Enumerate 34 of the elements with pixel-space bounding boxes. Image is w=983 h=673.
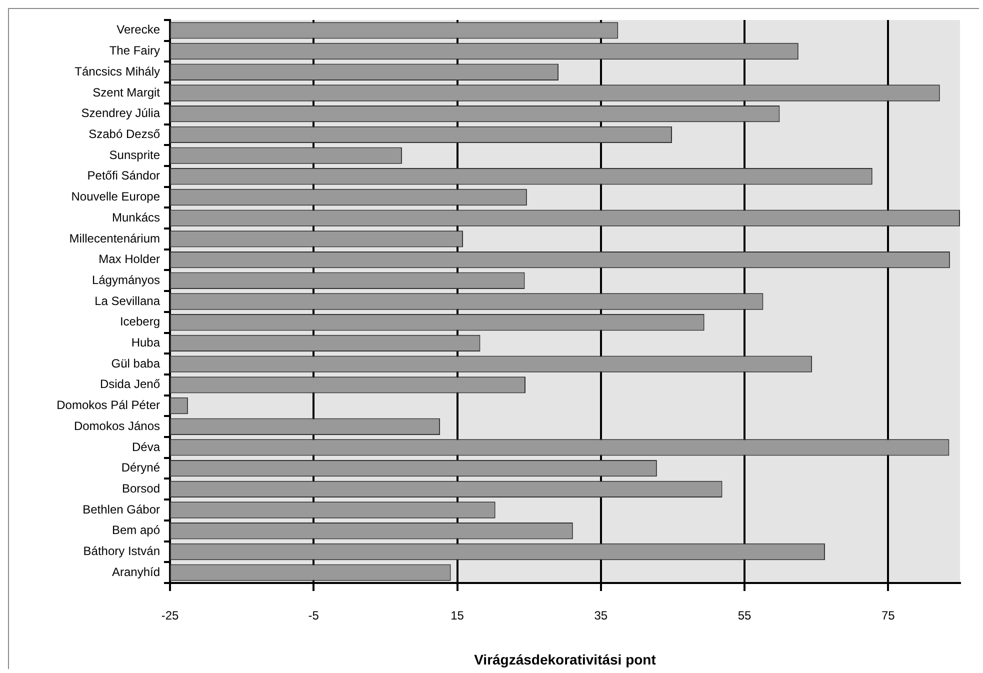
y-tick-label: Bethlen Gábor	[82, 502, 160, 516]
y-tick-label: Max Holder	[98, 252, 160, 266]
y-tick-label: Dsida Jenő	[100, 377, 160, 392]
y-tick-label: Szent Margit	[92, 85, 161, 100]
y-tick-label: Táncsics Mihály	[74, 64, 160, 78]
y-tick-label: Domokos János	[74, 418, 160, 433]
y-tick-label: Millecentenárium	[69, 231, 160, 246]
y-tick-label: Déryné	[121, 460, 160, 475]
x-tick-label: -25	[161, 608, 179, 623]
y-tick-label: Gül baba	[111, 356, 160, 370]
x-tick-label: 75	[882, 608, 896, 623]
y-tick-label: Nouvelle Europe	[71, 190, 160, 204]
y-tick-label: Huba	[131, 336, 160, 350]
y-tick-label: Sunsprite	[109, 148, 160, 162]
y-tick-label: Szendrey Júlia	[81, 106, 160, 120]
y-tick-label: Munkács	[112, 210, 160, 224]
y-tick-label: The Fairy	[109, 44, 160, 58]
y-tick-label: Aranyhíd	[112, 564, 160, 579]
y-tick-label: Verecke	[116, 22, 160, 37]
y-tick-label: Petőfi Sándor	[87, 168, 160, 183]
y-tick-label: Déva	[132, 440, 160, 454]
x-tick-label: 15	[450, 608, 464, 623]
x-tick-label: 35	[594, 608, 608, 623]
y-tick-label: Iceberg	[120, 314, 160, 329]
x-tick-label: -5	[308, 608, 320, 623]
y-tick-label: Domokos Pál Péter	[56, 398, 160, 412]
y-tick-label: Báthory István	[83, 544, 160, 558]
x-tick-label: 55	[738, 608, 752, 623]
x-axis-title: Virágzásdekorativitási pont	[474, 651, 656, 668]
y-tick-label: Borsod	[122, 481, 160, 496]
y-tick-label: Lágymányos	[92, 272, 160, 287]
y-tick-label: Szabó Dezső	[88, 127, 160, 141]
y-tick-label: Bem apó	[112, 523, 160, 538]
y-tick-label: La Sevillana	[94, 294, 160, 308]
